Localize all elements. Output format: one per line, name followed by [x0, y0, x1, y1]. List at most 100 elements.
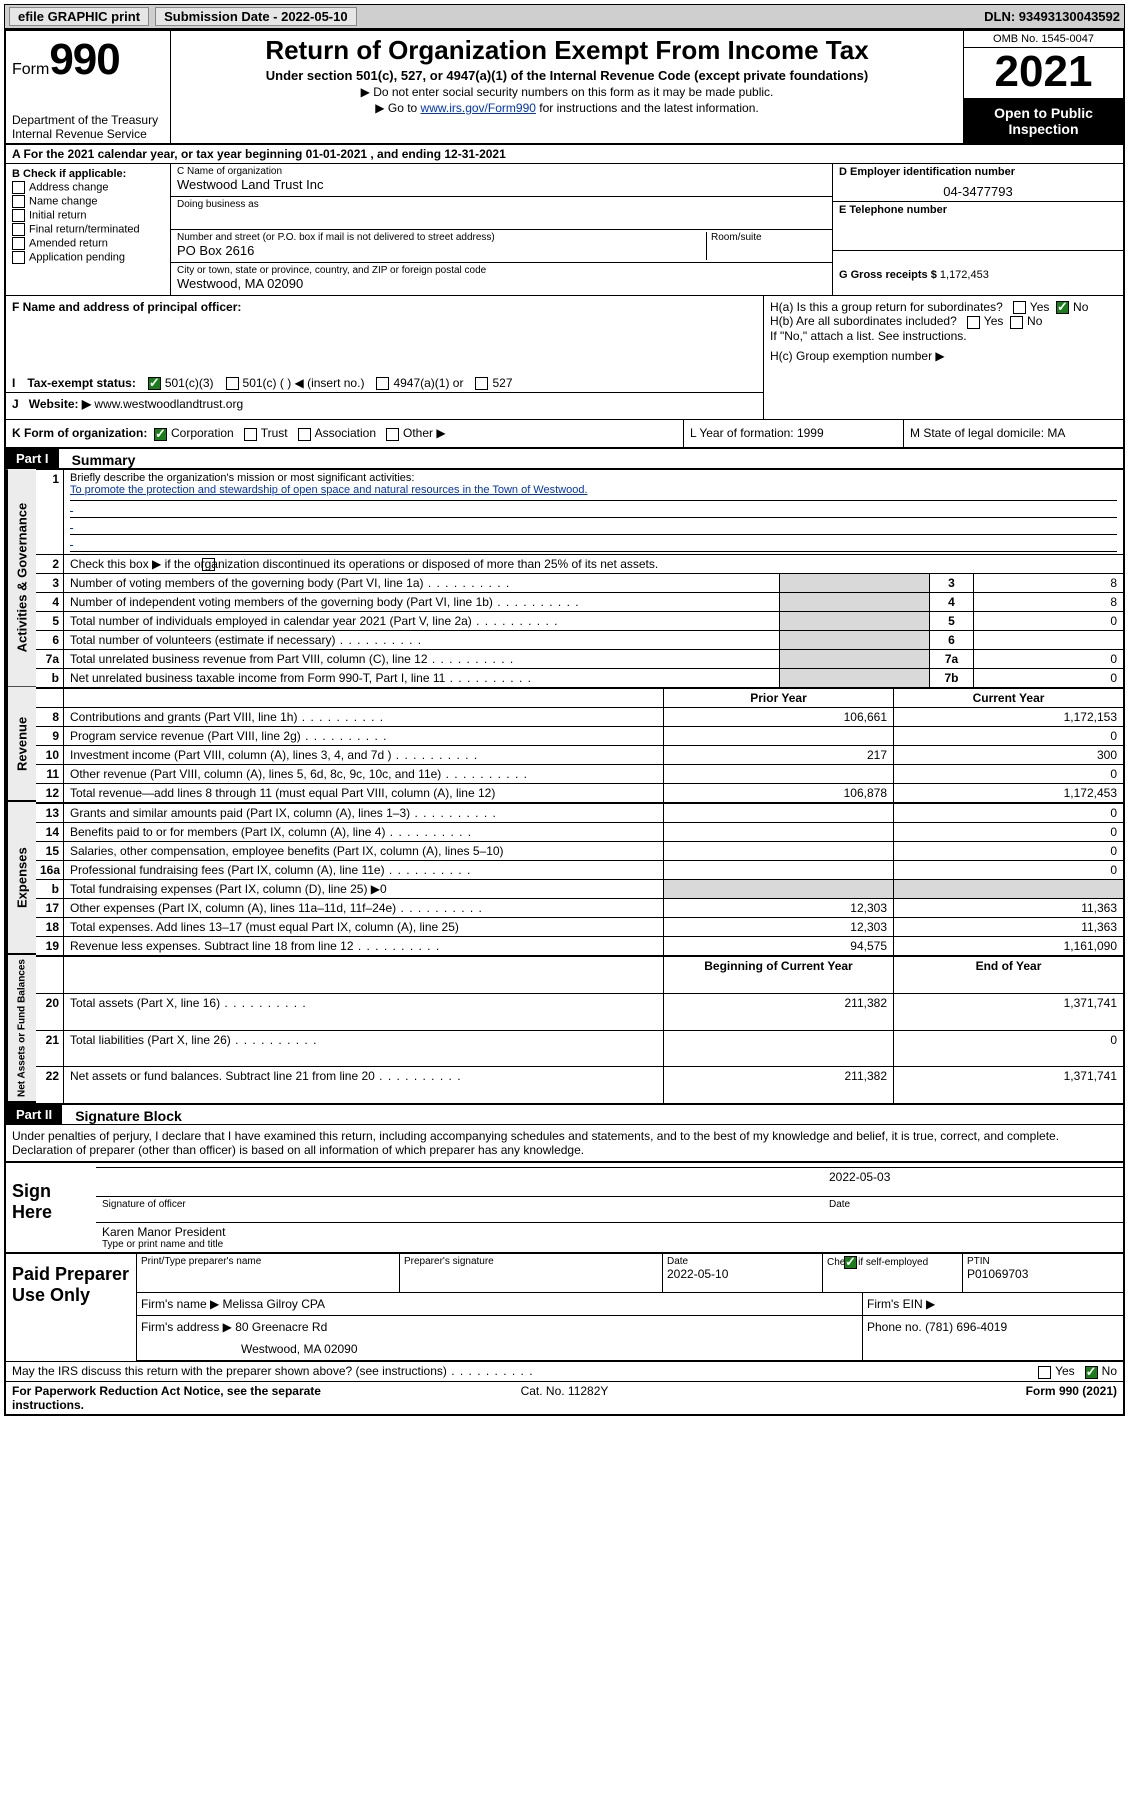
cb-name-change[interactable]: Name change	[12, 195, 164, 208]
street-value: PO Box 2616	[177, 243, 706, 258]
cb-final-return[interactable]: Final return/terminated	[12, 223, 164, 236]
ein-value: 04-3477793	[839, 178, 1117, 199]
efile-top-bar: efile GRAPHIC print Submission Date - 20…	[4, 4, 1125, 29]
hb-yes[interactable]	[967, 316, 980, 329]
form-subtitle: Under section 501(c), 527, or 4947(a)(1)…	[179, 68, 955, 83]
group-return-block: H(a) Is this a group return for subordin…	[763, 296, 1123, 419]
footer-row: For Paperwork Reduction Act Notice, see …	[6, 1381, 1123, 1414]
city-row: City or town, state or province, country…	[171, 263, 832, 295]
cb-corporation[interactable]	[154, 428, 167, 441]
sign-here-block: Sign Here 2022-05-03 Signature of office…	[6, 1161, 1123, 1252]
form-number: Form990	[12, 35, 164, 85]
row-j-website: J Website: ▶ www.westwoodlandtrust.org	[6, 392, 763, 415]
hb-row: H(b) Are all subordinates included? Yes …	[770, 314, 1117, 328]
form990-link[interactable]: www.irs.gov/Form990	[421, 101, 536, 115]
dba-label: Doing business as	[177, 199, 826, 210]
cb-501c[interactable]: 501(c) ( ) ◀ (insert no.)	[226, 376, 365, 390]
cb-application-pending[interactable]: Application pending	[12, 251, 164, 264]
may-discuss-row: May the IRS discuss this return with the…	[6, 1361, 1123, 1380]
org-name-row: C Name of organization Westwood Land Tru…	[171, 164, 832, 197]
gross-cell: G Gross receipts $ 1,172,453	[833, 251, 1123, 283]
sign-here-right: 2022-05-03 Signature of officer Date Kar…	[96, 1163, 1123, 1252]
m-state-domicile: M State of legal domicile: MA	[903, 420, 1123, 446]
org-name-value: Westwood Land Trust Inc	[177, 177, 826, 192]
cb-trust[interactable]	[244, 428, 257, 441]
ssn-note: Do not enter social security numbers on …	[179, 85, 955, 99]
col-c-orginfo: C Name of organization Westwood Land Tru…	[171, 164, 833, 295]
l4-desc: Number of independent voting members of …	[64, 592, 779, 611]
cb-self-employed[interactable]	[844, 1256, 857, 1269]
cb-amended-return[interactable]: Amended return	[12, 237, 164, 250]
open-public-badge: Open to Public Inspection	[964, 99, 1123, 143]
may-no[interactable]	[1085, 1366, 1098, 1379]
gross-label: G Gross receipts $	[839, 269, 937, 281]
hb-no[interactable]	[1010, 316, 1023, 329]
cb-other[interactable]	[386, 428, 399, 441]
header-right: OMB No. 1545-0047 2021 Open to Public In…	[963, 31, 1123, 143]
preparer-rows: Print/Type preparer's name Preparer's si…	[136, 1254, 1123, 1361]
street-label: Number and street (or P.O. box if mail i…	[177, 232, 706, 243]
ha-no[interactable]	[1056, 301, 1069, 314]
submission-date-button[interactable]: Submission Date - 2022-05-10	[155, 7, 357, 26]
street-row: Number and street (or P.O. box if mail i…	[171, 230, 832, 263]
form-header: Form990 Department of the Treasury Inter…	[6, 31, 1123, 145]
cb-527[interactable]: 527	[475, 376, 512, 390]
may-yes[interactable]	[1038, 1366, 1051, 1379]
cb-discontinued[interactable]	[202, 558, 215, 571]
body-grid: B Check if applicable: Address change Na…	[6, 164, 1123, 295]
phone-label: E Telephone number	[839, 204, 1117, 216]
part-i-tag: Part I	[6, 449, 59, 468]
section-governance: Activities & Governance 1 Briefly descri…	[6, 469, 1123, 687]
mission-text: To promote the protection and stewardshi…	[70, 484, 1117, 501]
cat-no: Cat. No. 11282Y	[380, 1384, 748, 1412]
goto-pre: Go to	[388, 101, 421, 115]
l2-text: Check this box ▶ if the organization dis…	[64, 554, 1123, 573]
cb-501c3[interactable]: 501(c)(3)	[148, 376, 214, 390]
dln-label: DLN: 93493130043592	[984, 9, 1120, 24]
section-net-assets: Net Assets or Fund Balances Beginning of…	[6, 955, 1123, 1103]
header-left: Form990 Department of the Treasury Inter…	[6, 31, 171, 143]
col-de: D Employer identification number 04-3477…	[833, 164, 1123, 295]
tax-status-label: Tax-exempt status:	[27, 376, 135, 390]
sig-date-label: Date	[829, 1199, 850, 1210]
l5-desc: Total number of individuals employed in …	[64, 611, 779, 630]
l7b-val: 0	[973, 668, 1123, 687]
l4-val: 8	[973, 592, 1123, 611]
paid-preparer-label: Paid Preparer Use Only	[6, 1254, 136, 1361]
cb-4947[interactable]: 4947(a)(1) or	[376, 376, 463, 390]
row-fgh: F Name and address of principal officer:…	[6, 295, 1123, 420]
cb-initial-return[interactable]: Initial return	[12, 209, 164, 222]
l6-val	[973, 630, 1123, 649]
mission-block: Briefly describe the organization's miss…	[64, 469, 1123, 554]
tax-year: 2021	[964, 48, 1123, 99]
ha-yes[interactable]	[1013, 301, 1026, 314]
officer-name-label: Type or print name and title	[102, 1239, 1117, 1250]
ha-row: H(a) Is this a group return for subordin…	[770, 300, 1117, 314]
sig-date: 2022-05-03	[829, 1170, 1117, 1184]
col-end: End of Year	[893, 955, 1123, 993]
form-990-frame: Form990 Department of the Treasury Inter…	[4, 29, 1125, 1416]
dept-treasury: Department of the Treasury	[12, 113, 164, 127]
website-label: Website: ▶	[29, 397, 91, 411]
part-ii-title: Signature Block	[65, 1108, 182, 1124]
phone-cell: E Telephone number	[833, 202, 1123, 251]
cb-address-change[interactable]: Address change	[12, 181, 164, 194]
efile-print-button[interactable]: efile GRAPHIC print	[9, 7, 149, 26]
h-note: If "No," attach a list. See instructions…	[770, 329, 1117, 343]
dba-row: Doing business as	[171, 197, 832, 230]
paid-preparer-block: Paid Preparer Use Only Print/Type prepar…	[6, 1252, 1123, 1361]
form-word: Form	[12, 61, 49, 78]
section-revenue: Revenue Prior Year Current Year 8Contrib…	[6, 687, 1123, 802]
tab-expenses: Expenses	[6, 802, 36, 955]
sign-here-label: Sign Here	[6, 1163, 96, 1252]
gross-value: 1,172,453	[940, 269, 989, 281]
sig-officer-label: Signature of officer	[102, 1199, 186, 1210]
l3-desc: Number of voting members of the governin…	[64, 573, 779, 592]
omb-number: OMB No. 1545-0047	[964, 31, 1123, 48]
cb-association[interactable]	[298, 428, 311, 441]
city-label: City or town, state or province, country…	[177, 265, 826, 276]
l7a-desc: Total unrelated business revenue from Pa…	[64, 649, 779, 668]
l1-text: Briefly describe the organization's miss…	[70, 472, 1117, 484]
org-name-label: C Name of organization	[177, 166, 826, 177]
website-value: www.westwoodlandtrust.org	[94, 397, 243, 411]
